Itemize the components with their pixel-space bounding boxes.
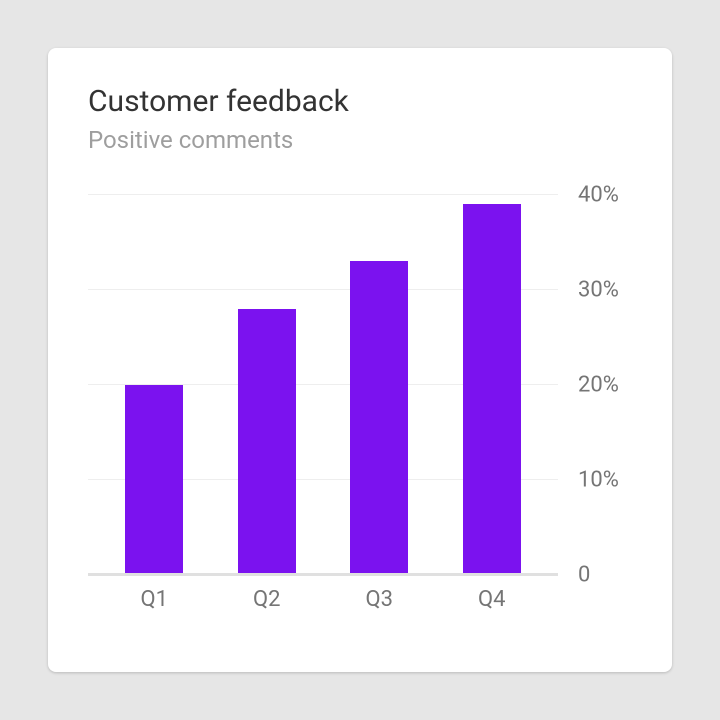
y-tick-label: 0: [578, 562, 590, 587]
y-tick-label: 20%: [578, 372, 619, 397]
bar-q1: [125, 385, 183, 575]
bar-q3: [350, 261, 408, 575]
chart-area: 010%20%30%40% Q1Q2Q3Q4: [88, 195, 632, 625]
card-title: Customer feedback: [88, 84, 632, 120]
x-tick-label: Q1: [125, 587, 183, 612]
x-tick-label: Q2: [238, 587, 296, 612]
plot-area: [88, 195, 558, 575]
y-tick-label: 40%: [578, 182, 619, 207]
bar-q2: [238, 309, 296, 575]
y-axis-labels: 010%20%30%40%: [578, 195, 648, 575]
x-tick-label: Q4: [463, 587, 521, 612]
x-tick-label: Q3: [350, 587, 408, 612]
y-tick-label: 30%: [578, 277, 619, 302]
chart-card: Customer feedback Positive comments 0 10%…: [48, 48, 672, 672]
card-subtitle: Positive comments: [88, 126, 632, 155]
bar-q4: [463, 204, 521, 575]
x-axis-labels: Q1 Q2 Q3 Q4: [88, 587, 558, 612]
x-axis-baseline: [88, 573, 558, 576]
y-tick-label: 10%: [578, 467, 619, 492]
bars-container: [88, 195, 558, 575]
